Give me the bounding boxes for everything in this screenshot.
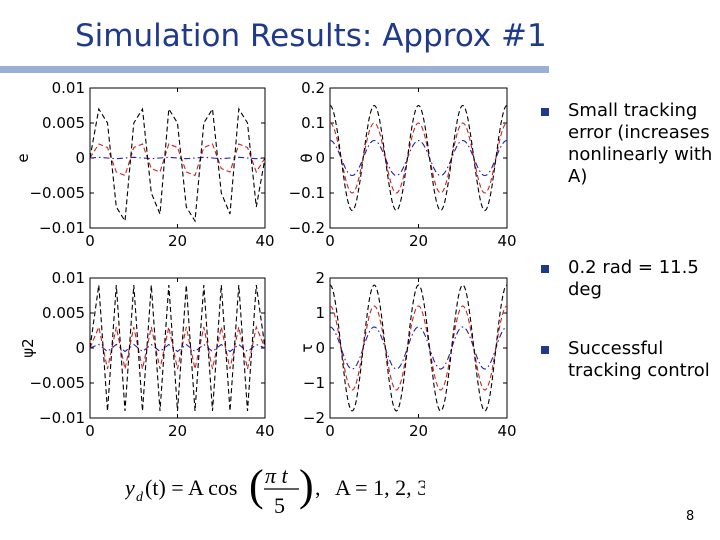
slide-title: Simulation Results: Approx #1	[75, 18, 547, 54]
formula-numerator: π t	[265, 463, 289, 488]
y-tick-label: 0.01	[52, 269, 85, 287]
x-tick-label: 40	[255, 232, 274, 250]
y-tick-label: −0.2	[289, 219, 325, 237]
square-bullet-icon	[541, 346, 549, 354]
x-tick-label: 20	[168, 232, 187, 250]
series-line-1	[329, 326, 508, 370]
plot-frame	[89, 277, 266, 419]
x-tick-label: 20	[409, 232, 428, 250]
y-tick-label: 1	[315, 304, 325, 322]
formula-comma: ,	[315, 475, 321, 500]
x-tick-label: 0	[325, 232, 335, 250]
bullet-text: 0.2 rad = 11.5 deg	[568, 257, 699, 300]
plot-frame	[329, 87, 508, 229]
formula-rhs: A = 1, 2, 3	[335, 475, 425, 500]
y-tick-label: 0	[315, 339, 325, 357]
x-tick-label: 40	[497, 422, 516, 440]
y-tick-label: 0	[75, 149, 85, 167]
y-tick-label: 2	[315, 269, 325, 287]
series-line-3	[89, 107, 266, 223]
series-line-3	[329, 284, 508, 412]
square-bullet-icon	[541, 108, 549, 116]
y-tick-label: −0.1	[289, 184, 325, 202]
bullet-text: Successful tracking control	[568, 338, 710, 381]
square-bullet-icon	[541, 265, 549, 273]
x-tick-label: 0	[85, 422, 95, 440]
series-line-1	[329, 139, 508, 177]
y-tick-label: 0.01	[52, 79, 85, 97]
x-tick-label: 0	[85, 232, 95, 250]
y-tick-label: −0.01	[39, 409, 85, 427]
y-axis-label: τ	[298, 343, 316, 352]
y-tick-label: −1	[303, 374, 325, 392]
bullet-text: Small tracking error (increases nonlinea…	[568, 100, 713, 187]
y-tick-label: 0.005	[42, 304, 85, 322]
y-axis-label: e	[14, 153, 32, 162]
formula-right-paren: )	[299, 461, 314, 510]
series-line-3	[89, 284, 266, 412]
y-axis-label: ψ2	[19, 338, 37, 357]
series-line-2	[89, 325, 266, 370]
y-tick-label: 0.005	[42, 114, 85, 132]
series-line-1	[89, 156, 266, 160]
x-tick-label: 40	[497, 232, 516, 250]
y-tick-label: 0	[75, 339, 85, 357]
formula-denominator: 5	[274, 493, 285, 518]
x-tick-label: 20	[409, 422, 428, 440]
x-tick-label: 0	[325, 422, 335, 440]
reference-formula: y d (t) = A cos ( π t 5 ) , A = 1, 2, 3	[125, 461, 425, 518]
formula-subscript: d	[136, 490, 144, 505]
y-tick-label: −0.005	[29, 374, 85, 392]
y-tick-label: 0.1	[301, 114, 325, 132]
y-axis-label: θ	[298, 153, 316, 162]
series-line-2	[89, 143, 266, 177]
x-tick-label: 20	[168, 422, 187, 440]
series-line-2	[329, 305, 508, 391]
series-line-1	[89, 343, 266, 353]
y-tick-label: −0.005	[29, 184, 85, 202]
series-line-2	[329, 122, 508, 194]
y-tick-label: 0	[315, 149, 325, 167]
y-tick-label: 0.2	[301, 79, 325, 97]
x-tick-label: 40	[255, 422, 274, 440]
series-line-3	[329, 104, 508, 212]
formula-left-paren: (	[249, 461, 264, 510]
formula-y: y	[125, 475, 135, 500]
y-tick-label: −2	[303, 409, 325, 427]
title-underline-bar	[0, 66, 549, 73]
formula-lhs: (t) = A cos	[145, 475, 237, 500]
y-tick-label: −0.01	[39, 219, 85, 237]
page-number: 8	[686, 509, 695, 524]
